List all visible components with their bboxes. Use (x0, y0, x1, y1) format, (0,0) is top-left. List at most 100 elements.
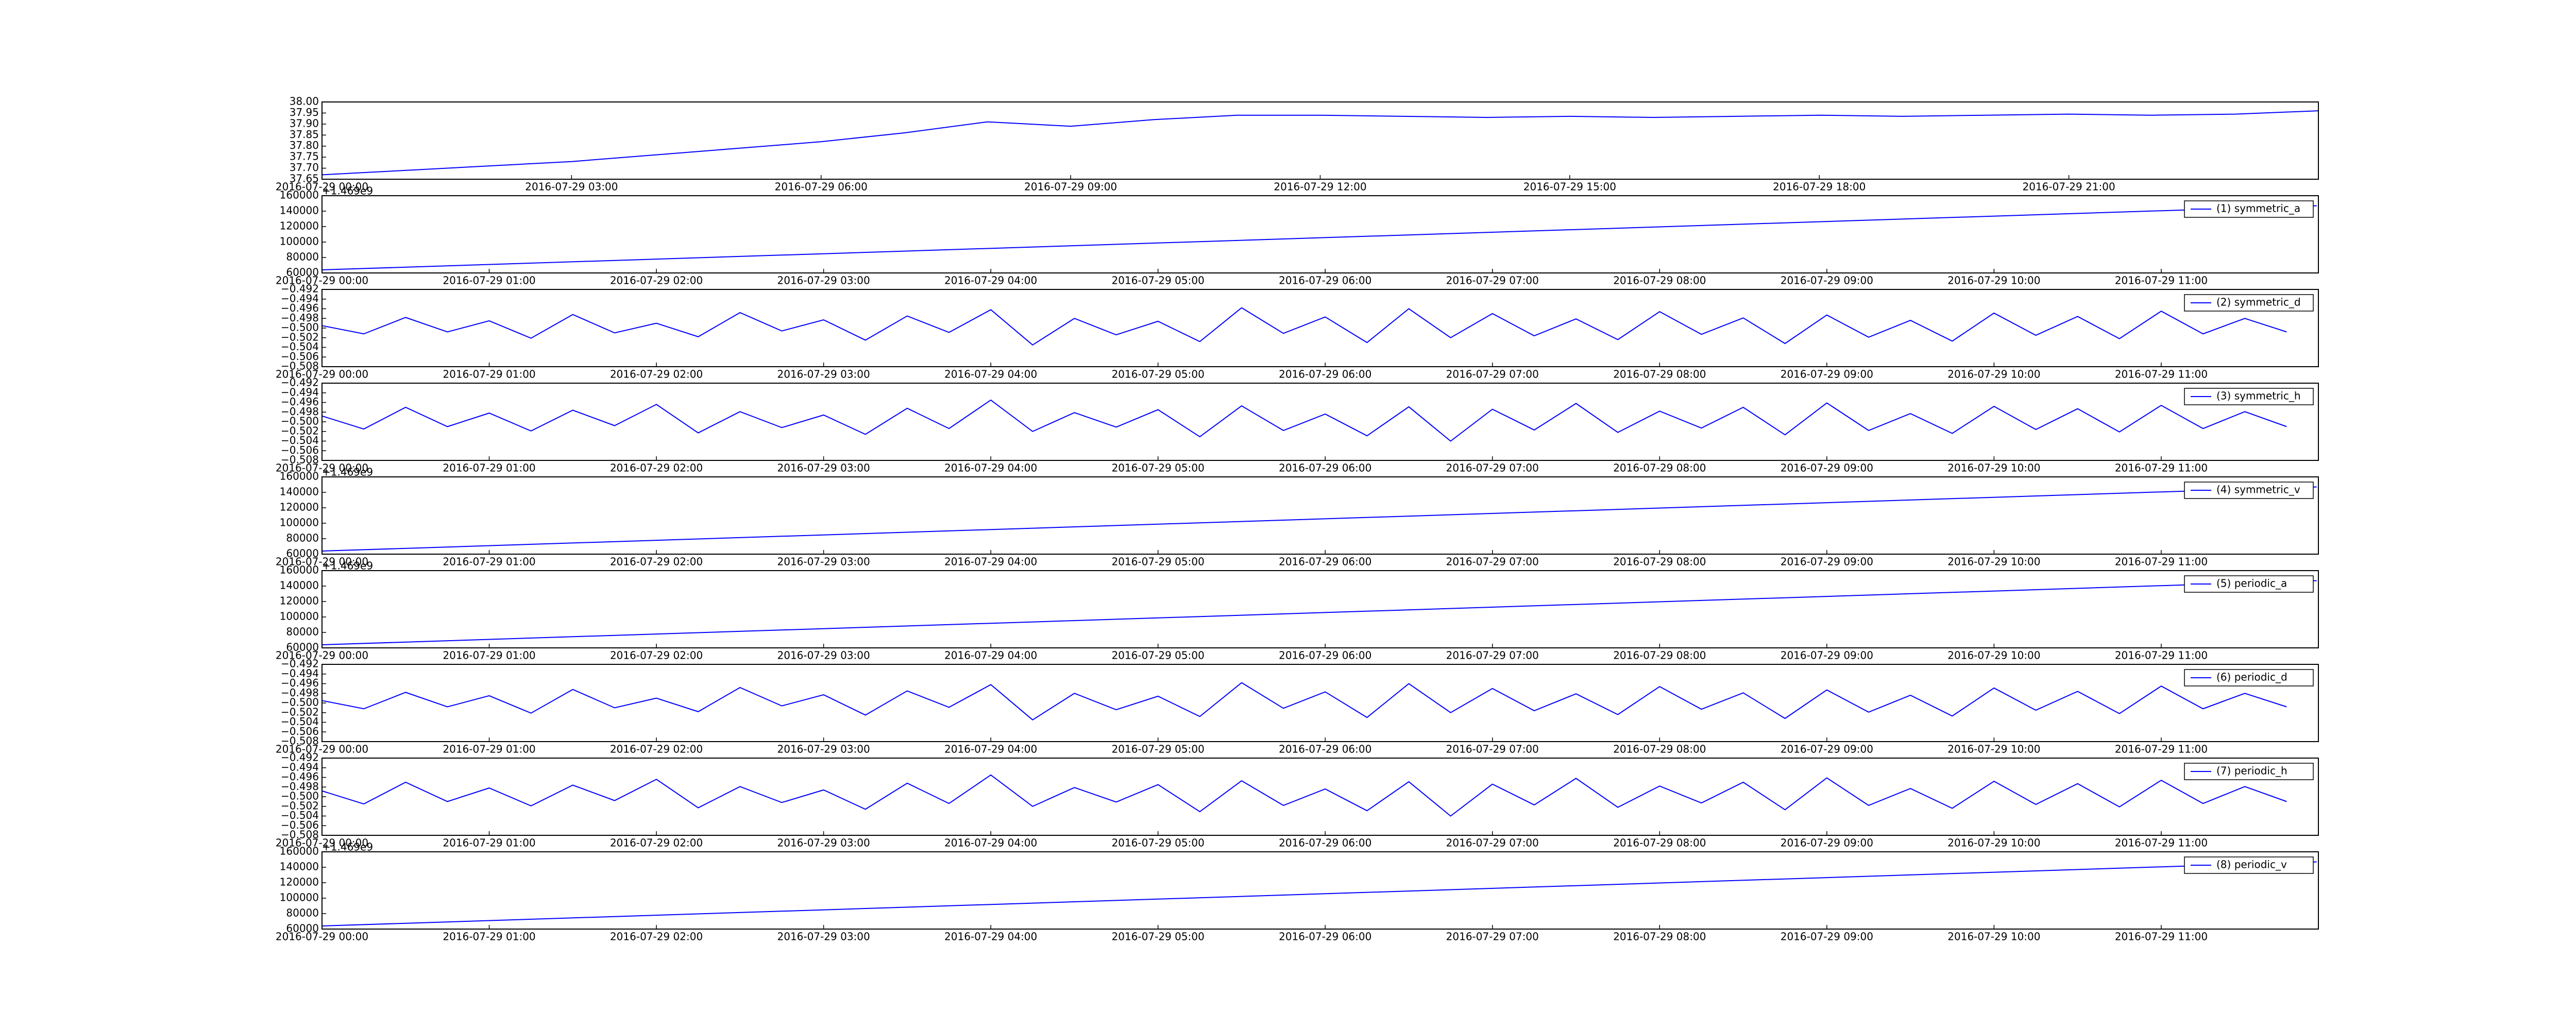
legend: (2) symmetric_d (2184, 294, 2314, 312)
y-tick-label: 140000 (280, 861, 319, 873)
y-tick-label: −0.508 (281, 735, 319, 747)
x-tick-label: 2016-07-29 06:00 (1279, 931, 1371, 943)
x-tick-label: 2016-07-29 05:00 (1112, 462, 1205, 474)
axes-frame (321, 570, 2319, 648)
y-tick-label: 160000 (280, 564, 319, 576)
x-tick-label: 2016-07-29 11:00 (2115, 931, 2208, 943)
legend-label: (3) symmetric_h (2216, 390, 2301, 402)
x-tick-label: 2016-07-29 05:00 (1112, 556, 1205, 568)
x-tick-label: 2016-07-29 11:00 (2115, 649, 2208, 662)
x-tick-label: 2016-07-29 03:00 (777, 649, 870, 662)
legend: (1) symmetric_a (2184, 200, 2314, 218)
y-tick-label: −0.498 (281, 405, 319, 418)
y-tick-label: 37.65 (290, 173, 319, 185)
x-tick-label: 2016-07-29 00:00 (276, 368, 368, 381)
x-tick-label: 2016-07-29 00:00 (276, 931, 368, 943)
y-tick-label: 100000 (280, 235, 319, 248)
y-tick-label: −0.502 (281, 799, 319, 812)
axes-frame (321, 851, 2319, 930)
series-line (321, 682, 2287, 721)
x-tick-label: 2016-07-29 04:00 (944, 743, 1037, 756)
x-tick-label: 2016-07-29 01:00 (443, 274, 535, 287)
x-tick-label: 2016-07-29 02:00 (610, 368, 703, 381)
x-tick-label: 2016-07-29 01:00 (443, 556, 535, 568)
x-tick-label: 2016-07-29 08:00 (1613, 649, 1706, 662)
x-tick-label: 2016-07-29 10:00 (1947, 368, 2040, 381)
y-tick-label: 80000 (286, 251, 319, 263)
x-tick-label: 2016-07-29 04:00 (944, 556, 1037, 568)
x-tick-label: 2016-07-29 00:00 (276, 743, 368, 756)
x-tick-label: 2016-07-29 12:00 (1274, 181, 1366, 193)
offset-label: +1.469e9 (322, 560, 373, 572)
x-tick-label: 2016-07-29 11:00 (2115, 556, 2208, 568)
x-tick-label: 2016-07-29 08:00 (1613, 931, 1706, 943)
y-tick-label: −0.492 (281, 376, 319, 389)
x-tick-label: 2016-07-29 03:00 (777, 274, 870, 287)
y-tick-label: 100000 (280, 517, 319, 529)
y-tick-label: 100000 (280, 891, 319, 904)
x-tick-label: 2016-07-29 06:00 (1279, 837, 1371, 849)
x-tick-label: 2016-07-29 00:00 (276, 556, 368, 568)
y-tick-label: 100000 (280, 610, 319, 623)
x-tick-label: 2016-07-29 09:00 (1781, 743, 1873, 756)
x-tick-label: 2016-07-29 06:00 (1279, 649, 1371, 662)
y-tick-label: −0.496 (281, 396, 319, 408)
x-tick-label: 2016-07-29 04:00 (944, 931, 1037, 943)
x-tick-label: 2016-07-29 06:00 (775, 181, 868, 193)
y-tick-label: 37.95 (290, 106, 319, 118)
x-tick-label: 2016-07-29 03:00 (777, 462, 870, 474)
y-tick-label: −0.504 (281, 340, 319, 353)
offset-label: +1.469e9 (322, 466, 373, 478)
y-tick-label: −0.494 (281, 292, 319, 304)
x-tick-label: 2016-07-29 09:00 (1781, 274, 1873, 287)
x-tick-label: 2016-07-29 09:00 (1781, 368, 1873, 381)
y-tick-label: 120000 (280, 501, 319, 513)
x-tick-label: 2016-07-29 07:00 (1446, 837, 1539, 849)
x-tick-label: 2016-07-29 09:00 (1781, 462, 1873, 474)
x-tick-label: 2016-07-29 11:00 (2115, 368, 2208, 381)
y-tick-label: 80000 (286, 907, 319, 919)
x-tick-label: 2016-07-29 02:00 (610, 743, 703, 756)
x-tick-label: 2016-07-29 03:00 (777, 837, 870, 849)
y-tick-label: −0.492 (281, 658, 319, 670)
series-line (321, 774, 2287, 817)
legend-label: (5) periodic_a (2216, 577, 2287, 590)
legend: (3) symmetric_h (2184, 388, 2314, 405)
x-tick-label: 2016-07-29 08:00 (1613, 743, 1706, 756)
x-tick-label: 2016-07-29 02:00 (610, 931, 703, 943)
y-tick-label: 37.85 (290, 128, 319, 141)
y-tick-label: 38.00 (290, 95, 319, 108)
y-tick-label: 120000 (280, 220, 319, 232)
y-tick-label: 37.75 (290, 150, 319, 163)
x-tick-label: 2016-07-29 10:00 (1947, 837, 2040, 849)
y-tick-label: −0.496 (281, 770, 319, 783)
x-tick-label: 2016-07-29 07:00 (1446, 931, 1539, 943)
x-tick-label: 2016-07-29 07:00 (1446, 274, 1539, 287)
x-tick-label: 2016-07-29 03:00 (777, 556, 870, 568)
axes-frame (321, 195, 2319, 273)
series-line (321, 580, 2317, 645)
y-tick-label: −0.506 (281, 725, 319, 737)
x-tick-label: 2016-07-29 05:00 (1112, 649, 1205, 662)
x-tick-label: 2016-07-29 21:00 (2023, 181, 2115, 193)
x-tick-label: 2016-07-29 01:00 (443, 931, 535, 943)
x-tick-label: 2016-07-29 05:00 (1112, 743, 1205, 756)
x-tick-label: 2016-07-29 10:00 (1947, 274, 2040, 287)
x-tick-label: 2016-07-29 09:00 (1781, 931, 1873, 943)
y-tick-label: −0.500 (281, 321, 319, 334)
x-tick-label: 2016-07-29 01:00 (443, 649, 535, 662)
x-tick-label: 2016-07-29 04:00 (944, 837, 1037, 849)
y-tick-label: 160000 (280, 470, 319, 483)
y-tick-label: 160000 (280, 845, 319, 857)
y-tick-label: −0.508 (281, 829, 319, 841)
x-tick-label: 2016-07-29 03:00 (777, 931, 870, 943)
x-tick-label: 2016-07-29 09:00 (1781, 649, 1873, 662)
x-tick-label: 2016-07-29 18:00 (1773, 181, 1866, 193)
y-tick-label: 160000 (280, 189, 319, 201)
y-tick-label: 80000 (286, 532, 319, 544)
x-tick-label: 2016-07-29 15:00 (1523, 181, 1616, 193)
series-line (321, 307, 2287, 346)
x-tick-label: 2016-07-29 08:00 (1613, 837, 1706, 849)
x-tick-label: 2016-07-29 02:00 (610, 649, 703, 662)
axes-frame (321, 289, 2319, 367)
